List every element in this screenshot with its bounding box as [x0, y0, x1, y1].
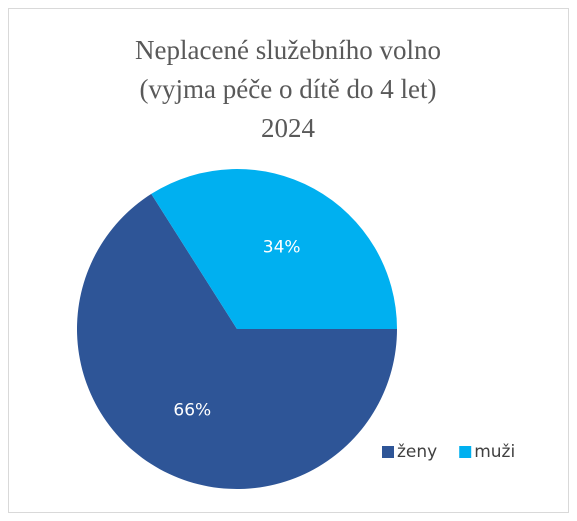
legend-label: ženy — [397, 442, 437, 462]
legend-swatch — [382, 446, 394, 458]
pie-slice — [76, 193, 397, 489]
data-label: 34% — [263, 238, 301, 258]
chart-title: (vyjma péče o dítě do 4 let) — [140, 74, 437, 104]
legend-swatch — [459, 446, 472, 458]
data-label: 66% — [173, 400, 211, 420]
pie-slice — [151, 169, 397, 329]
chart-title: 2024 — [261, 113, 316, 143]
chart-title: Neplacené služebního volno — [135, 35, 441, 65]
legend-label: muži — [474, 442, 515, 462]
